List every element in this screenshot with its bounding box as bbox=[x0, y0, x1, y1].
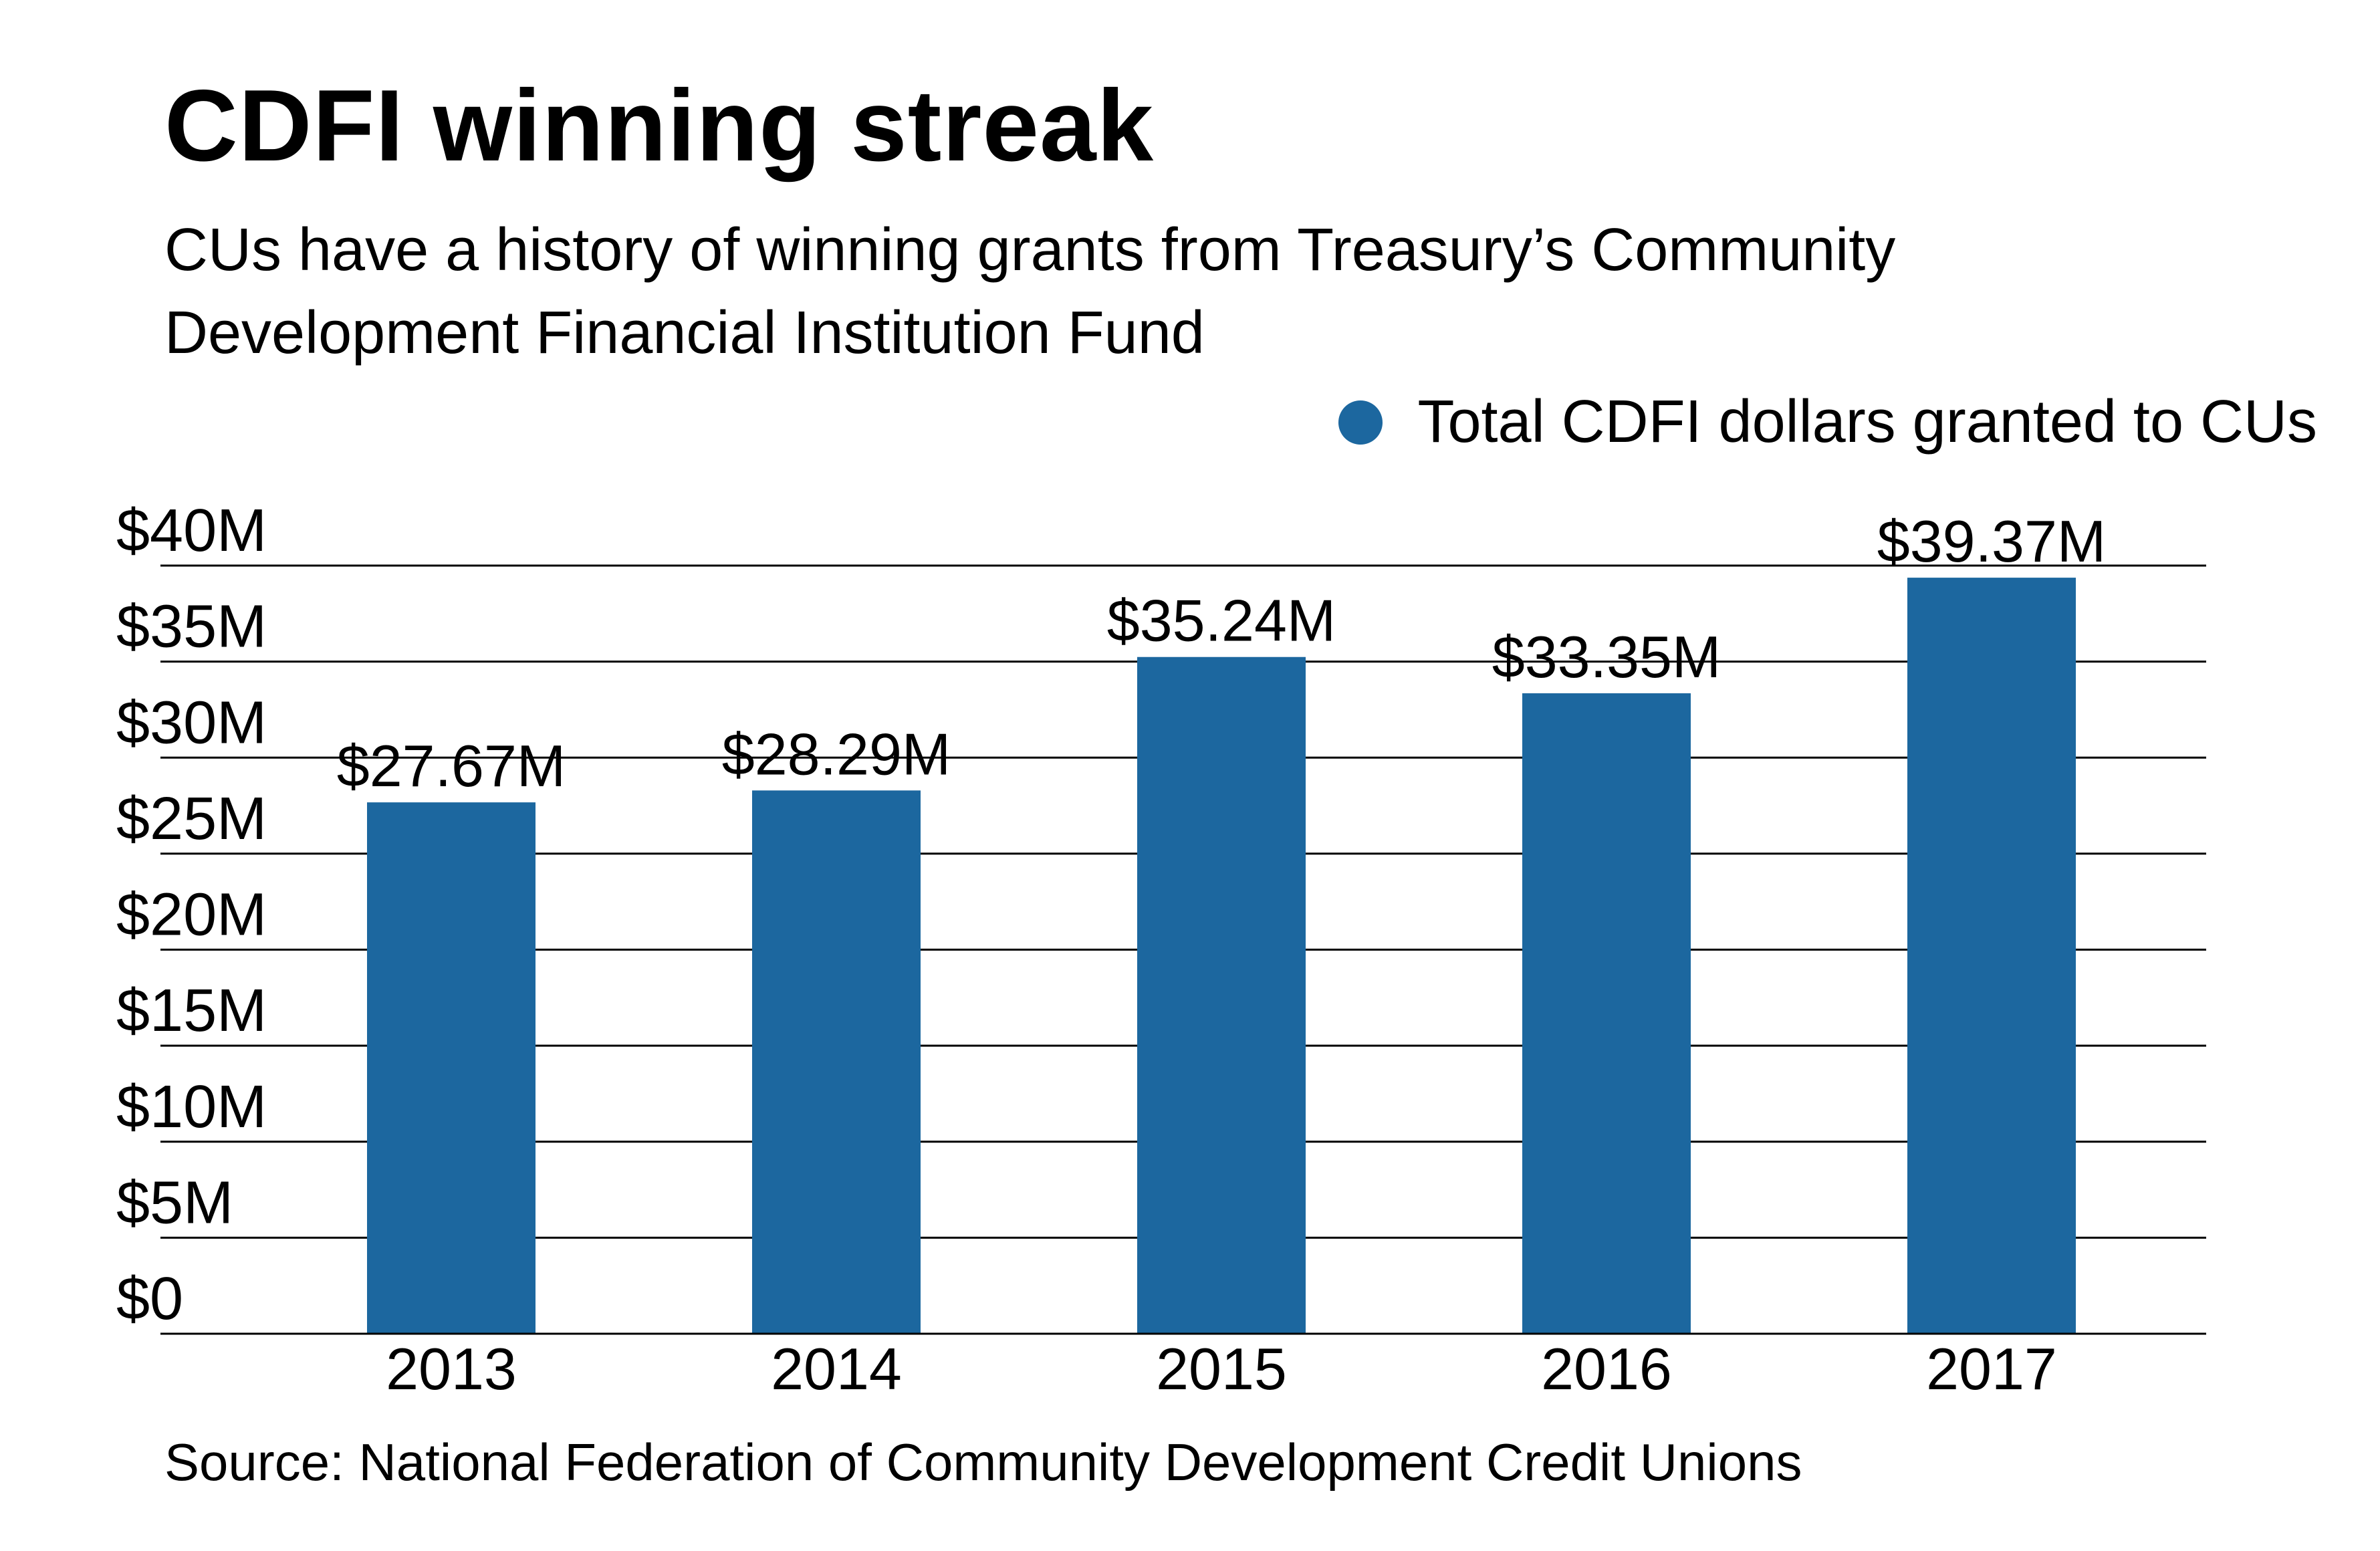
y-tick-label: $25M bbox=[116, 786, 267, 852]
x-tick-label: 2016 bbox=[1541, 1336, 1672, 1402]
bar bbox=[752, 790, 921, 1334]
chart-subtitle: CUs have a history of winning grants fro… bbox=[164, 217, 1896, 366]
bar bbox=[1907, 578, 2076, 1334]
x-tick-label: 2013 bbox=[386, 1336, 517, 1402]
y-tick-label: $35M bbox=[116, 594, 267, 661]
bar bbox=[1137, 657, 1306, 1334]
y-tick-label: $30M bbox=[116, 689, 267, 756]
data-label: $28.29M bbox=[722, 721, 951, 787]
data-label: $33.35M bbox=[1492, 624, 1721, 690]
y-tick-label: $15M bbox=[116, 977, 267, 1044]
bar bbox=[367, 802, 536, 1334]
x-tick-label: 2017 bbox=[1926, 1336, 2057, 1402]
data-label: $35.24M bbox=[1107, 588, 1336, 654]
chart-title: CDFI winning streak bbox=[164, 69, 1155, 183]
y-tick-label: $40M bbox=[116, 497, 267, 564]
source-note: Source: National Federation of Community… bbox=[164, 1433, 1802, 1492]
legend: Total CDFI dollars granted to CUs bbox=[1338, 388, 2317, 457]
legend-swatch bbox=[1338, 400, 1383, 445]
x-tick-label: 2014 bbox=[771, 1336, 902, 1402]
y-tick-label: $0 bbox=[116, 1266, 183, 1332]
y-tick-label: $10M bbox=[116, 1074, 267, 1141]
bar bbox=[1522, 693, 1691, 1334]
y-tick-label: $5M bbox=[116, 1169, 233, 1236]
y-tick-label: $20M bbox=[116, 882, 267, 949]
data-label: $39.37M bbox=[1877, 508, 2106, 574]
data-label: $27.67M bbox=[337, 733, 566, 799]
x-tick-label: 2015 bbox=[1156, 1336, 1287, 1402]
legend-label: Total CDFI dollars granted to CUs bbox=[1417, 388, 2317, 455]
